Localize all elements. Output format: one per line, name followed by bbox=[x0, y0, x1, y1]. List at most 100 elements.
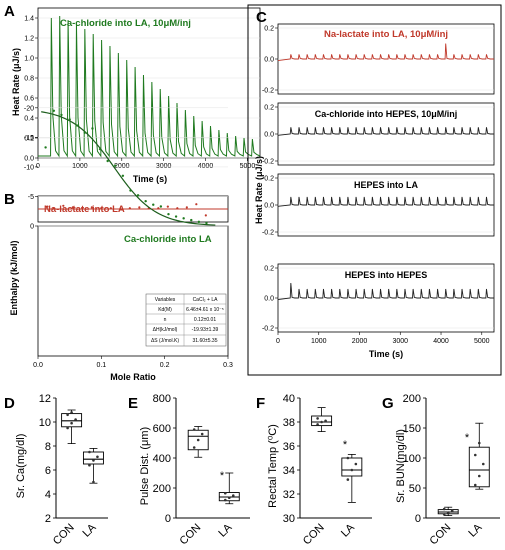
panel-c-ytick-label: 0.0 bbox=[264, 57, 274, 64]
panel-d-data-point bbox=[66, 413, 69, 417]
panel-b-xtick-label: 0.1 bbox=[96, 362, 106, 369]
panel-g-letter: G bbox=[382, 395, 394, 412]
panel-c-ytick-label: 0.2 bbox=[264, 176, 274, 183]
panel-c-plot: 0.2 0.0 -0.2 0.2 0.0 -0.2 0.2 0.0 -0.2 0.2 0.0 -0.2… bbox=[262, 26, 494, 345]
panel-a-xtick-label: 1000 bbox=[72, 163, 88, 170]
panel-d-ytick-label: 4 bbox=[45, 489, 51, 501]
panel-d-data-point bbox=[70, 411, 73, 414]
panel-b-ytick-label: -5 bbox=[28, 194, 34, 201]
panel-d-ylabel: Sr. Ca(mg/dl) bbox=[15, 434, 27, 499]
panel-f-data-point bbox=[354, 462, 358, 466]
panel-g-ytick-label: 150 bbox=[403, 423, 421, 435]
panel-g-box bbox=[468, 446, 490, 488]
panel-c-xtick-label: 2000 bbox=[352, 338, 368, 345]
table-cell: 6.46±4.61 x 10⁻⁵ bbox=[186, 307, 224, 313]
panel-a-title: Ca-chloride into LA, 10μM/inj bbox=[60, 18, 191, 29]
panel-a-ytick-label: 0.4 bbox=[24, 116, 34, 123]
panel-b-xlabel: Mole Ratio bbox=[110, 372, 156, 382]
panel-e-category-label: CON bbox=[178, 522, 204, 548]
panel-b-ytick-label: -20 bbox=[24, 105, 34, 112]
table-cell: -19.93±1.39 bbox=[192, 327, 219, 333]
panel-f-data-point bbox=[346, 456, 350, 460]
panel-b-top-point bbox=[46, 205, 49, 208]
panel-c-ytick-label: -0.2 bbox=[262, 159, 274, 166]
panel-a-ytick-label: 0.6 bbox=[24, 96, 34, 103]
panel-f-data-point bbox=[350, 468, 354, 472]
panel-g-data-point bbox=[473, 453, 477, 457]
panel-b-data-point bbox=[76, 124, 79, 127]
panel-e-data-point bbox=[223, 498, 227, 502]
table-header-cell: CaCl₂ + LA bbox=[193, 297, 219, 303]
panel-c: C 0.2 0.0 -0.2 0.2 0.0 -0.2 0.2 0.0 -0.2 0.2 0.0 -0… bbox=[247, 4, 502, 376]
panel-g-data-point bbox=[442, 507, 446, 511]
panel-g-ytick-label: 0 bbox=[415, 513, 421, 525]
panel-c-xtick-label: 5000 bbox=[474, 338, 490, 345]
panel-b-letter: B bbox=[4, 191, 15, 208]
panel-f-significance: * bbox=[343, 439, 348, 451]
panel-g-data-point bbox=[477, 474, 481, 478]
panel-e-data-point bbox=[227, 496, 231, 500]
panel-b-data-point bbox=[83, 131, 87, 134]
panel-f-data-point bbox=[320, 420, 323, 424]
panel-g-data-point bbox=[477, 441, 481, 445]
panel-b-data-point bbox=[114, 164, 117, 167]
panel-e-ytick-label: 800 bbox=[153, 393, 171, 405]
panel-f-data-point bbox=[316, 423, 319, 426]
panel-c-ytick-label: 0.2 bbox=[264, 26, 274, 33]
panel-a-ytick-label: 0.8 bbox=[24, 76, 34, 83]
table-cell: 0.12±0.01 bbox=[194, 317, 216, 323]
panel-b-data-point bbox=[190, 218, 193, 222]
panel-c-thermogram-line bbox=[277, 196, 494, 207]
panel-a: A 0.0 0.2 0.4 0.6 0.8 1.0 1.2 1.4 0 1000 2000 3000 4… bbox=[4, 3, 261, 184]
panel-b-data-point bbox=[60, 113, 63, 117]
panel-c-thermogram-line bbox=[277, 282, 494, 300]
panel-f-letter: F bbox=[256, 395, 265, 412]
panel-b-data-point bbox=[197, 220, 201, 224]
panel-f-ytick-label: 36 bbox=[283, 441, 295, 453]
panel-d-ytick-label: 8 bbox=[45, 441, 51, 453]
panel-d-box bbox=[61, 413, 83, 428]
panel-e-ytick-label: 200 bbox=[153, 483, 171, 495]
panel-e-ylabel: Pulse Dist. (μm) bbox=[139, 427, 151, 505]
panel-b-data-point bbox=[205, 221, 208, 225]
panel-c-ytick-label: -0.2 bbox=[262, 230, 274, 237]
panel-b-top-point bbox=[176, 207, 179, 210]
panel-b-top-point bbox=[157, 207, 160, 210]
panel-b-top-point bbox=[90, 206, 93, 209]
panel-f-ytick-label: 40 bbox=[283, 393, 295, 405]
panel-d: D Sr. Ca(mg/dl) * bbox=[4, 395, 79, 498]
table-cell: ΔH(kJ/mol) bbox=[153, 327, 178, 333]
panel-b-plot: 0 -5 -10 -15 -20 0.0 0.1 0.2 0.3 bbox=[24, 105, 233, 369]
panel-d-data-point bbox=[88, 463, 91, 467]
panel-e-data-point bbox=[192, 446, 196, 449]
panel-g-category-label: CON bbox=[428, 522, 454, 548]
panel-b-data-point bbox=[174, 215, 178, 218]
panel-d-category-label: CON bbox=[51, 522, 77, 548]
panel-d-data-point bbox=[92, 459, 95, 462]
panel-b-data-point bbox=[98, 147, 102, 151]
panel-c-xtick-label: 1000 bbox=[311, 338, 327, 345]
panel-e-letter: E bbox=[128, 395, 138, 412]
panel-a-ytick-label: 0.0 bbox=[24, 156, 34, 163]
panel-b-ytick-label: -15 bbox=[24, 135, 34, 142]
panel-e-data-point bbox=[231, 494, 235, 497]
panel-c-thermogram-line bbox=[277, 127, 494, 136]
panel-f: F Rectal Temp (⁰C) * bbox=[256, 395, 348, 508]
panel-a-ytick-label: 1.2 bbox=[24, 36, 34, 43]
panel-b-data-point bbox=[52, 109, 56, 112]
panel-b-data-point bbox=[129, 189, 132, 192]
panel-e-category-label: LA bbox=[216, 521, 234, 539]
panel-d-data-point bbox=[74, 418, 77, 421]
panel-f-ytick-label: 32 bbox=[283, 489, 295, 501]
panel-e-data-point bbox=[200, 432, 204, 436]
panel-a-xtick-label: 2000 bbox=[114, 163, 130, 170]
parameter-table: Variables CaCl₂ + LA Kd(M) 6.46±4.61 x 1… bbox=[145, 293, 227, 347]
panel-b-data-point bbox=[68, 118, 71, 121]
panel-b-data-point bbox=[106, 159, 109, 163]
panel-b-ytick-label: 0 bbox=[30, 224, 34, 231]
panel-g-ytick-label: 50 bbox=[409, 483, 421, 495]
panel-c-xtick-label: 0 bbox=[276, 338, 280, 345]
panel-b-top-point bbox=[138, 206, 141, 209]
table-cell: ΔS (J/mol.K) bbox=[151, 338, 179, 344]
